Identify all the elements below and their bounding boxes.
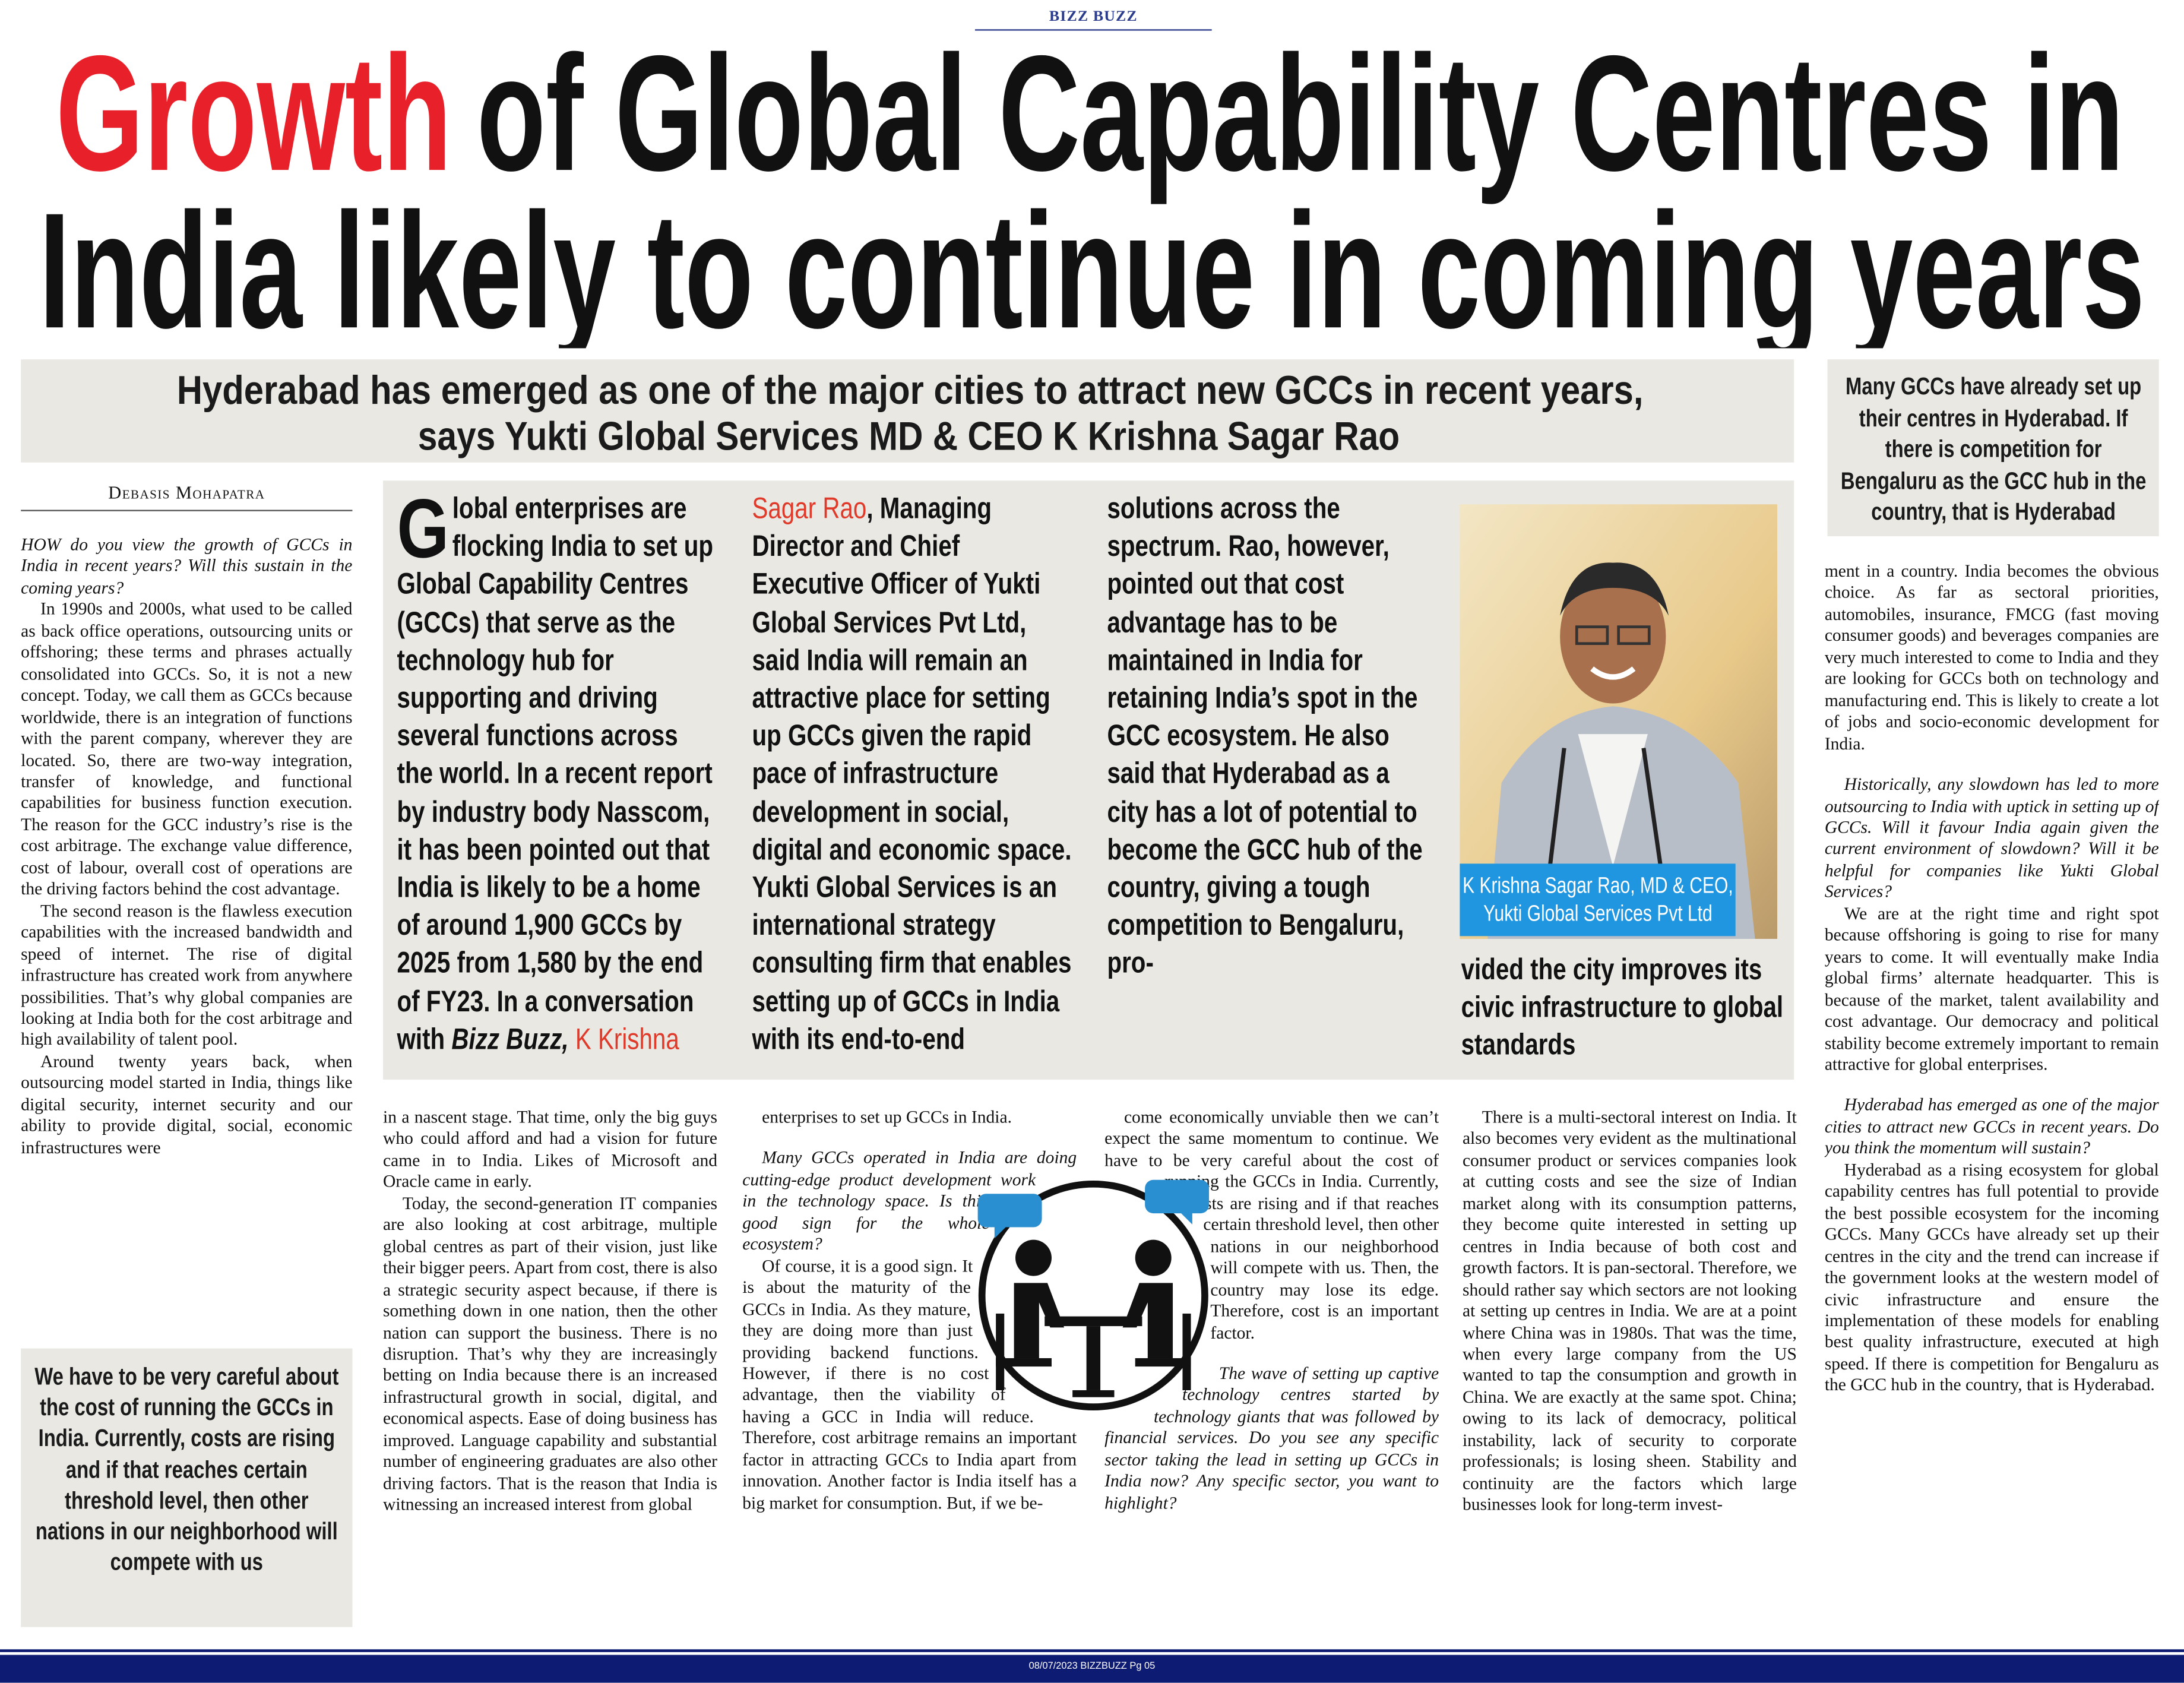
footer-bar (0, 1654, 2184, 1683)
footer-rule (0, 1649, 2184, 1652)
deck: Hyderabad has emerged as one of the majo… (177, 368, 1644, 459)
headline-highlight: Growth (56, 22, 452, 205)
paragraph: Hyderabad as a rising ecosystem for glob… (1824, 1160, 2159, 1395)
question: Many GCCs operated in India are doing cu… (742, 1148, 1077, 1254)
text-column: HOW do you view the growth of GCCs in In… (21, 535, 352, 1322)
deck-box (21, 359, 1794, 463)
paragraph: come economically unviable then we can’t… (1104, 1107, 1439, 1343)
paragraph: ment in a country. India becomes the obv… (1824, 561, 2159, 754)
footer-text: 08/07/2023 BIZZBUZZ Pg 05 (1028, 1662, 1156, 1672)
portrait-photo (1460, 504, 1778, 939)
deck-line: says Yukti Global Services MD & CEO K Kr… (418, 414, 1400, 459)
byline: Debasis Mohapatra (108, 482, 265, 503)
byline-rule (21, 510, 353, 511)
pull-quote: We have to be very careful about the cos… (34, 1362, 339, 1576)
caption-line: K Krishna Sagar Rao, MD & CEO, (1463, 875, 1733, 899)
text-column: in a nascent stage. That time, only the … (383, 1108, 717, 1634)
photo-caption: K Krishna Sagar Rao, MD & CEO, Yukti Glob… (1460, 874, 1736, 929)
pull-quote-box (1827, 359, 2159, 537)
paragraph: The second reason is the flawless execut… (21, 900, 353, 1050)
intro-run: Global enterprises are flocking India to… (397, 482, 714, 1056)
paragraph: Of course, it is a good sign. It is abou… (742, 1256, 1077, 1513)
paragraph: in a nascent stage. That time, only the … (383, 1107, 718, 1192)
text-column: ment in a country. India becomes the obv… (1825, 561, 2159, 1634)
intro-continuation: vided the city improves its civic infras… (1461, 953, 1784, 1062)
intro-run: , Managing Director and Chief Executive … (752, 492, 1423, 1056)
masthead-rule (974, 29, 1212, 31)
meeting-illustration (977, 1179, 1210, 1410)
question: Historically, any slowdown has led to mo… (1824, 774, 2159, 902)
paragraph: Around twenty years back, when outsourci… (21, 1051, 353, 1157)
intro-text: Global enterprises are flocking India to… (397, 482, 1428, 1062)
paragraph: enterprises to set up GCCs in India. (762, 1107, 1012, 1127)
publication-name: Bizz Buzz, (451, 1022, 575, 1056)
headline: Growth of Global Capability Centres in In… (39, 22, 2145, 349)
caption-line: Yukti Global Services Pvt Ltd (1483, 902, 1713, 926)
person-name: K Krishna Sagar Rao (575, 492, 867, 1056)
paragraph: There is a multi-sectoral interest on In… (1462, 1107, 1797, 1515)
masthead: BIZZ BUZZ (1049, 8, 1138, 26)
text-column: enterprises to set up GCCs in India. Many… (742, 1108, 1077, 1634)
paragraph: In 1990s and 2000s, what used to be call… (21, 599, 353, 899)
headline-line-1: Growth of Global Capability Centres in (56, 22, 2124, 205)
question: HOW do you view the growth of GCCs in In… (21, 534, 353, 598)
question: The wave of setting up captive technolog… (1104, 1364, 1439, 1513)
headline-line-2: India likely to continue in coming years (39, 179, 2145, 349)
pull-quote-box (21, 1348, 353, 1627)
text-column: There is a multi-sectoral interest on In… (1463, 1108, 1797, 1634)
deck-line: Hyderabad has emerged as one of the majo… (177, 368, 1644, 413)
headline-text: of Global Capability Centres in (477, 22, 2124, 205)
text-column: come economically unviable then we can’t… (1104, 1108, 1439, 1634)
paragraph: We are at the right time and right spot … (1824, 903, 2159, 1074)
paragraph: Today, the second-generation IT companie… (383, 1193, 718, 1515)
pull-quote: Many GCCs have already set up their cent… (1840, 372, 2147, 526)
question: Hyderabad has emerged as one of the majo… (1824, 1095, 2159, 1159)
